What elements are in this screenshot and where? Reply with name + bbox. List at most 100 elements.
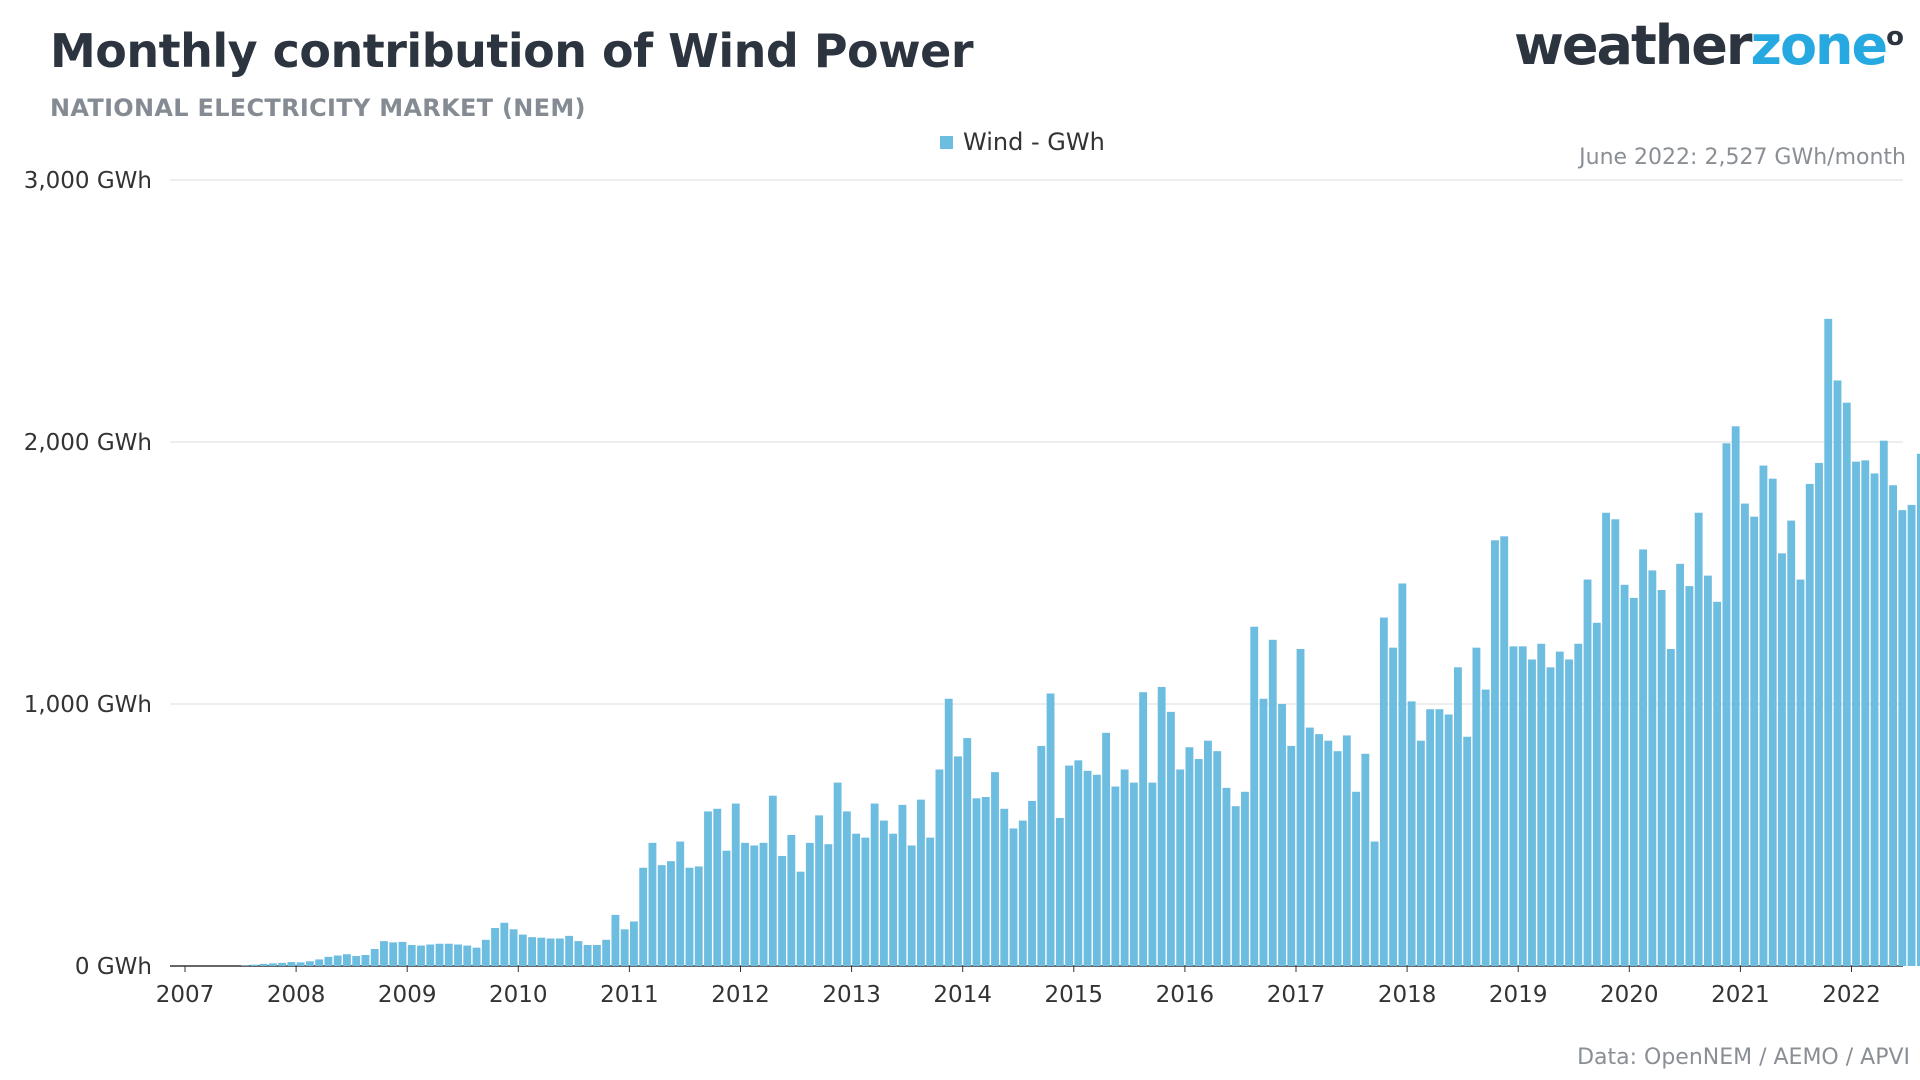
- bar[interactable]: [1648, 570, 1657, 966]
- bar[interactable]: [1741, 503, 1749, 966]
- bar[interactable]: [1824, 318, 1833, 966]
- bar[interactable]: [741, 842, 749, 966]
- bar[interactable]: [1139, 692, 1148, 966]
- bar[interactable]: [1296, 648, 1305, 966]
- bar[interactable]: [1611, 519, 1620, 966]
- bar[interactable]: [1324, 740, 1333, 966]
- bar[interactable]: [1666, 648, 1675, 966]
- bar[interactable]: [944, 698, 953, 966]
- bar[interactable]: [787, 835, 796, 966]
- bar[interactable]: [1592, 622, 1601, 966]
- bar[interactable]: [731, 803, 740, 966]
- bar[interactable]: [565, 935, 574, 966]
- bar[interactable]: [1065, 765, 1073, 966]
- bar[interactable]: [324, 956, 333, 966]
- bar[interactable]: [630, 921, 638, 966]
- bar[interactable]: [1518, 646, 1527, 966]
- bar[interactable]: [1129, 782, 1138, 966]
- bar[interactable]: [972, 798, 981, 966]
- bar[interactable]: [1231, 806, 1240, 966]
- bar[interactable]: [667, 861, 675, 966]
- bar[interactable]: [1055, 817, 1064, 966]
- bar[interactable]: [1889, 485, 1897, 966]
- bar[interactable]: [352, 956, 361, 966]
- bar[interactable]: [454, 944, 462, 966]
- bar[interactable]: [1861, 460, 1870, 966]
- bar[interactable]: [444, 943, 453, 966]
- bar[interactable]: [342, 954, 351, 966]
- bar[interactable]: [361, 954, 370, 966]
- bar[interactable]: [1315, 734, 1323, 966]
- bar[interactable]: [1481, 689, 1490, 966]
- bar[interactable]: [704, 811, 712, 966]
- bar[interactable]: [620, 929, 629, 966]
- bar[interactable]: [500, 922, 509, 966]
- bar[interactable]: [1528, 659, 1536, 966]
- bar[interactable]: [1166, 711, 1175, 966]
- bar[interactable]: [1398, 583, 1407, 966]
- bar[interactable]: [583, 945, 592, 966]
- bar[interactable]: [1639, 549, 1648, 966]
- bar[interactable]: [268, 963, 277, 966]
- bar[interactable]: [1148, 782, 1157, 966]
- bar[interactable]: [1778, 553, 1786, 966]
- bar[interactable]: [833, 782, 842, 966]
- bar[interactable]: [954, 756, 962, 966]
- bar[interactable]: [278, 962, 287, 966]
- bar[interactable]: [1676, 563, 1685, 966]
- bar[interactable]: [546, 938, 555, 966]
- bar[interactable]: [852, 833, 861, 966]
- bar[interactable]: [768, 795, 777, 966]
- bar[interactable]: [528, 937, 537, 966]
- bar[interactable]: [1870, 473, 1879, 966]
- chart-legend[interactable]: Wind - GWh: [940, 128, 1105, 156]
- bar[interactable]: [611, 914, 620, 966]
- bar[interactable]: [1694, 512, 1703, 966]
- bar[interactable]: [491, 928, 499, 966]
- bar[interactable]: [305, 961, 314, 966]
- bar[interactable]: [417, 945, 425, 966]
- bar[interactable]: [1574, 643, 1583, 966]
- bar[interactable]: [713, 808, 722, 966]
- bar[interactable]: [259, 963, 268, 966]
- bar[interactable]: [1046, 693, 1055, 966]
- bar[interactable]: [648, 842, 657, 966]
- bar[interactable]: [1213, 751, 1222, 966]
- bar[interactable]: [778, 855, 786, 966]
- bar[interactable]: [1305, 727, 1314, 966]
- bar[interactable]: [1092, 774, 1101, 966]
- bar[interactable]: [1259, 698, 1268, 966]
- bar[interactable]: [1731, 426, 1740, 966]
- bar[interactable]: [315, 959, 324, 966]
- bar[interactable]: [1916, 453, 1920, 966]
- bar[interactable]: [1426, 709, 1435, 966]
- bar[interactable]: [796, 871, 805, 966]
- bar[interactable]: [1352, 791, 1361, 966]
- bar[interactable]: [1028, 800, 1036, 966]
- bar[interactable]: [1241, 791, 1249, 966]
- bar[interactable]: [1509, 646, 1518, 966]
- bar[interactable]: [1602, 512, 1610, 966]
- bar[interactable]: [1907, 504, 1916, 966]
- bar[interactable]: [1435, 709, 1444, 966]
- bar[interactable]: [1389, 647, 1398, 966]
- bar[interactable]: [1009, 828, 1018, 966]
- bar[interactable]: [926, 837, 935, 966]
- bar[interactable]: [1555, 651, 1564, 966]
- bar[interactable]: [537, 937, 546, 966]
- bar[interactable]: [1018, 820, 1027, 966]
- bar[interactable]: [1287, 745, 1296, 966]
- bar[interactable]: [1250, 626, 1259, 966]
- bar[interactable]: [1370, 841, 1379, 966]
- bar[interactable]: [435, 943, 444, 966]
- bar[interactable]: [676, 841, 685, 966]
- bar[interactable]: [722, 850, 731, 966]
- bar[interactable]: [1333, 751, 1342, 966]
- bar[interactable]: [1713, 601, 1722, 966]
- bar[interactable]: [981, 797, 990, 966]
- bar[interactable]: [685, 867, 694, 966]
- bar[interactable]: [1268, 639, 1277, 966]
- bar[interactable]: [1037, 745, 1046, 966]
- bar[interactable]: [1842, 402, 1851, 966]
- bar[interactable]: [1898, 510, 1907, 966]
